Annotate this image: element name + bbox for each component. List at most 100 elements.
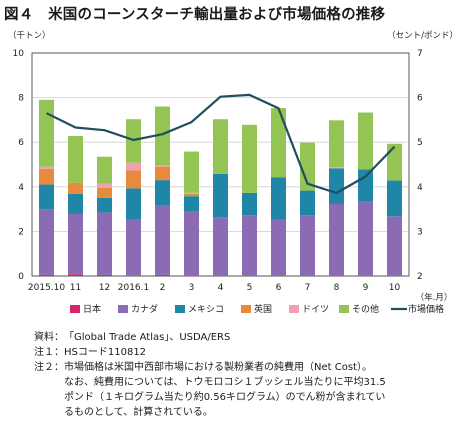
- legend-label-germany: ドイツ: [302, 305, 329, 315]
- bar-segment-mexico: [97, 197, 112, 213]
- bar-segment-canada: [358, 201, 373, 276]
- y-left-tick-label: 10: [13, 49, 25, 59]
- note-1: 注１： HSコード110812: [34, 345, 459, 360]
- x-axis-unit-label: （年.月）: [416, 292, 453, 303]
- bar-segment-japan: [97, 274, 112, 276]
- y-left-tick-label: 6: [18, 138, 24, 148]
- bar-segment-other: [155, 106, 170, 166]
- bar-segment-canada: [213, 217, 228, 276]
- bar-segment-mexico: [271, 177, 286, 220]
- x-tick-label: 11: [70, 283, 81, 293]
- x-tick-label: 10: [389, 283, 401, 293]
- bar-segment-other: [329, 120, 344, 168]
- note-2: 注２： 市場価格は米国中西部市場における製粉業者の純費用（Net Cost）。 …: [34, 360, 459, 420]
- bar-segment-other: [68, 135, 83, 183]
- bar-segment-canada: [97, 212, 112, 275]
- legend-swatch-mexico: [175, 305, 185, 313]
- y-left-tick-label: 0: [18, 272, 24, 282]
- legend-swatch-other: [339, 305, 349, 313]
- bar-segment-japan: [271, 275, 286, 276]
- bar-segment-canada: [242, 215, 257, 276]
- y-left-tick-label: 2: [18, 227, 24, 237]
- bar-segment-uk: [68, 182, 83, 194]
- legend-label-uk: 英国: [254, 303, 272, 315]
- bar-segment-canada: [68, 214, 83, 275]
- bar-segment-mexico: [300, 190, 315, 216]
- bar-segment-uk: [39, 168, 54, 185]
- bar-segment-canada: [184, 211, 199, 276]
- note-text: 市場価格は米国中西部市場における製粉業者の純費用（Net Cost）。 なお、純…: [64, 362, 386, 418]
- legend-swatch-germany: [289, 305, 299, 313]
- legend-label-other: その他: [352, 303, 379, 315]
- bar-segment-mexico: [213, 173, 228, 218]
- bar-segment-japan: [213, 275, 228, 276]
- bar-segment-japan: [184, 275, 199, 276]
- bar-segment-germany: [97, 183, 112, 188]
- y-right-tick-label: 7: [417, 49, 423, 59]
- bar-segment-uk: [184, 193, 199, 197]
- y-right-axis-label: （セント/ポンド）: [387, 30, 458, 41]
- bar-segment-japan: [300, 275, 315, 276]
- legend-label-canada: カナダ: [131, 303, 158, 315]
- x-tick-label: 12: [99, 283, 110, 293]
- bar-segment-japan: [358, 275, 373, 276]
- bar-segment-canada: [155, 205, 170, 275]
- bar-segment-uk: [126, 170, 141, 189]
- chart-title: 図４ 米国のコーンスターチ輸出量および市場価格の推移: [4, 7, 386, 23]
- bar-segment-canada: [329, 203, 344, 276]
- bar-segment-other: [97, 156, 112, 184]
- note-label: 注１：: [34, 347, 64, 358]
- chart-notes: 資料： 「Global Trade Atlas」、USDA/ERS 注１： HS…: [34, 330, 459, 420]
- note-text: 「Global Trade Atlas」、USDA/ERS: [64, 332, 231, 343]
- x-tick-label: 2: [160, 283, 166, 293]
- x-tick-label: 9: [363, 283, 369, 293]
- bar-segment-other: [39, 99, 54, 167]
- x-tick-label: 2016.1: [118, 283, 150, 293]
- bar-segment-other: [300, 142, 315, 191]
- bar-segment-canada: [300, 215, 315, 276]
- bar-segment-germany: [329, 167, 344, 169]
- bar-segment-germany: [39, 166, 54, 169]
- bar-segment-mexico: [184, 196, 199, 212]
- bar-segment-uk: [155, 166, 170, 181]
- bar-segment-germany: [184, 192, 199, 194]
- legend-swatch-japan: [70, 305, 80, 313]
- x-tick-label: 3: [189, 283, 195, 293]
- bar-segment-germany: [126, 162, 141, 171]
- bar-segment-japan: [126, 275, 141, 276]
- bar-segment-mexico: [242, 192, 257, 216]
- bar-segment-japan: [329, 275, 344, 276]
- x-tick-label: 8: [334, 283, 340, 293]
- legend-swatch-canada: [118, 305, 128, 313]
- y-left-tick-label: 4: [18, 183, 24, 193]
- note-text: HSコード110812: [64, 347, 147, 358]
- bar-segment-other: [213, 119, 228, 174]
- bar-segment-japan: [155, 274, 170, 276]
- bar-segment-mexico: [68, 193, 83, 215]
- y-left-axis-label: （千トン）: [8, 30, 51, 41]
- bar-segment-japan: [39, 274, 54, 276]
- bar-segment-canada: [271, 219, 286, 276]
- bar-segment-mexico: [329, 168, 344, 204]
- note-label: 注２：: [34, 362, 64, 373]
- legend-label-price: 市場価格: [408, 303, 444, 315]
- bar-segment-canada: [387, 216, 402, 276]
- y-left-tick-label: 8: [18, 94, 24, 104]
- bar-segment-japan: [387, 275, 402, 276]
- x-tick-label: 6: [276, 283, 282, 293]
- bar-segment-other: [271, 108, 286, 178]
- bar-segment-mexico: [155, 180, 170, 206]
- bar-segment-mexico: [126, 188, 141, 220]
- bar-segment-other: [242, 124, 257, 193]
- legend-label-mexico: メキシコ: [188, 305, 224, 315]
- bar-segment-uk: [97, 187, 112, 198]
- x-tick-label: 5: [247, 283, 253, 293]
- note-label: 資料：: [34, 332, 64, 343]
- bar-segment-other: [184, 151, 199, 193]
- bar-segment-canada: [39, 209, 54, 275]
- chart-canvas: （千トン） （セント/ポンド） 0 2 4 6 8 10 2 3 4 5 6 7 2015.10 11 12 20…: [8, 30, 458, 315]
- bar-segment-canada: [126, 219, 141, 276]
- x-tick-label: 2015.10: [28, 283, 65, 293]
- bar-segment-other: [358, 112, 373, 170]
- note-source: 資料： 「Global Trade Atlas」、USDA/ERS: [34, 330, 459, 345]
